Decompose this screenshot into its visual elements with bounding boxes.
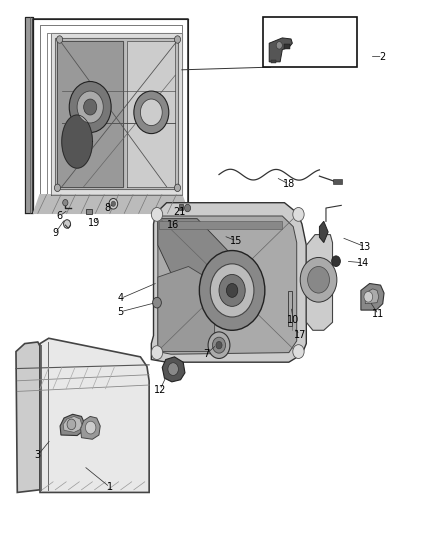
Circle shape — [219, 274, 245, 306]
Polygon shape — [40, 338, 149, 492]
Circle shape — [212, 337, 226, 353]
Circle shape — [151, 346, 162, 360]
Text: 21: 21 — [173, 207, 186, 217]
Text: 8: 8 — [105, 203, 111, 213]
Text: 2: 2 — [380, 52, 386, 61]
Circle shape — [77, 91, 103, 123]
Polygon shape — [361, 284, 384, 310]
Text: 10: 10 — [287, 314, 299, 325]
Polygon shape — [51, 33, 182, 195]
Polygon shape — [63, 416, 82, 432]
Circle shape — [307, 266, 329, 293]
Circle shape — [199, 251, 265, 330]
Circle shape — [332, 256, 340, 266]
Text: 12: 12 — [154, 385, 166, 395]
Text: 4: 4 — [118, 293, 124, 303]
Polygon shape — [159, 221, 283, 229]
Circle shape — [67, 419, 76, 430]
Bar — [284, 44, 290, 49]
Circle shape — [109, 198, 118, 209]
Circle shape — [226, 284, 238, 297]
Polygon shape — [151, 203, 306, 362]
Circle shape — [300, 257, 337, 302]
Circle shape — [184, 204, 191, 212]
Circle shape — [210, 264, 254, 317]
Circle shape — [54, 184, 60, 191]
Circle shape — [293, 207, 304, 221]
Text: 13: 13 — [359, 242, 371, 252]
Circle shape — [134, 91, 169, 134]
Polygon shape — [269, 38, 292, 62]
Polygon shape — [86, 209, 92, 214]
Circle shape — [84, 99, 97, 115]
Bar — [271, 60, 276, 63]
Polygon shape — [306, 235, 332, 330]
Polygon shape — [179, 204, 183, 209]
Text: 17: 17 — [293, 329, 306, 340]
Circle shape — [85, 421, 96, 434]
Circle shape — [276, 42, 283, 49]
Polygon shape — [16, 342, 40, 492]
Polygon shape — [158, 219, 228, 282]
Circle shape — [69, 82, 111, 133]
Circle shape — [174, 36, 180, 43]
Text: 1: 1 — [107, 482, 113, 492]
Bar — [263, 17, 357, 67]
Polygon shape — [81, 416, 100, 439]
Polygon shape — [158, 266, 215, 352]
Polygon shape — [127, 41, 175, 187]
Text: 19: 19 — [88, 218, 101, 228]
Polygon shape — [25, 17, 33, 213]
Text: 6: 6 — [57, 211, 63, 221]
Circle shape — [174, 184, 180, 191]
Circle shape — [64, 220, 71, 228]
Circle shape — [168, 363, 178, 375]
Circle shape — [293, 345, 304, 359]
Polygon shape — [162, 357, 185, 382]
Text: 16: 16 — [167, 220, 179, 230]
Circle shape — [141, 99, 162, 126]
Circle shape — [216, 342, 222, 349]
Text: 11: 11 — [372, 309, 385, 319]
Circle shape — [152, 297, 161, 308]
Text: 9: 9 — [52, 228, 58, 238]
Text: 3: 3 — [35, 450, 41, 460]
Text: 15: 15 — [230, 236, 243, 246]
Circle shape — [111, 201, 116, 206]
Circle shape — [364, 292, 373, 302]
Polygon shape — [57, 41, 123, 187]
Text: 7: 7 — [203, 349, 209, 359]
Text: 14: 14 — [357, 258, 369, 268]
Circle shape — [151, 207, 162, 221]
Bar — [288, 292, 292, 326]
Polygon shape — [319, 221, 328, 243]
Text: 5: 5 — [118, 306, 124, 317]
Polygon shape — [60, 414, 85, 435]
Polygon shape — [62, 115, 92, 168]
Polygon shape — [365, 289, 379, 304]
Circle shape — [208, 332, 230, 359]
Text: 18: 18 — [283, 179, 295, 189]
Circle shape — [63, 199, 68, 206]
Polygon shape — [33, 195, 188, 213]
Polygon shape — [158, 216, 297, 354]
Bar — [333, 179, 342, 184]
Polygon shape — [55, 38, 177, 189]
Circle shape — [57, 36, 63, 43]
